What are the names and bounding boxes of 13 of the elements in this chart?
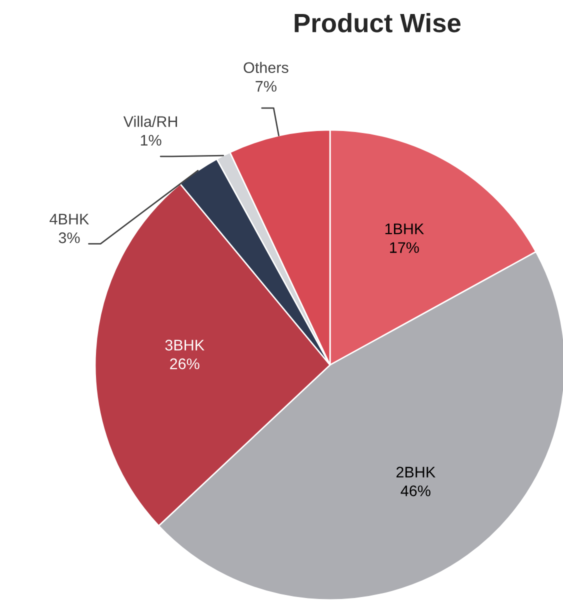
slice-label: 1BHK [385,224,424,234]
slice-label: Villa/RH [123,116,178,127]
chart-title: Product Wise [294,13,461,32]
data-label: 1% [140,134,162,146]
slice-label: 2BHK [396,466,436,478]
data-label: 17% [390,242,419,253]
slice-label: 3BHK [165,340,204,351]
data-label: 3% [58,232,80,244]
data-label: 7% [256,80,276,92]
slice-label: Others [244,62,288,74]
slice-label: 4BHK [50,214,90,224]
data-label: 26% [170,358,200,370]
data-label: 46% [400,485,430,496]
